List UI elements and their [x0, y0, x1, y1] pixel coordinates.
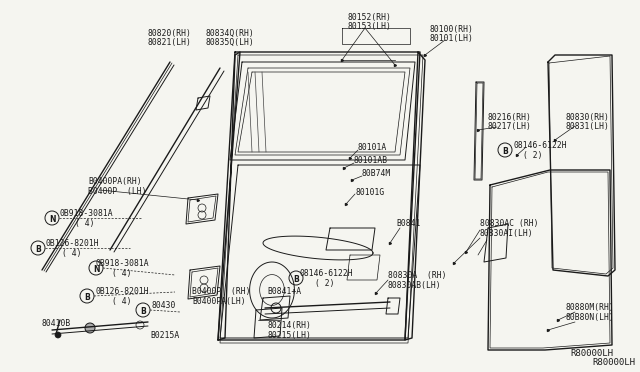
Text: N: N — [49, 215, 55, 224]
Text: B: B — [502, 147, 508, 155]
Text: 80217(LH): 80217(LH) — [487, 122, 531, 131]
Text: 80830AI(LH): 80830AI(LH) — [480, 229, 534, 238]
Text: B: B — [140, 307, 146, 315]
Text: 0B126-8201H: 0B126-8201H — [95, 287, 148, 296]
Text: 80830AC (RH): 80830AC (RH) — [480, 219, 538, 228]
Text: B0400P  (RH): B0400P (RH) — [192, 287, 250, 296]
Text: ( 2): ( 2) — [523, 151, 543, 160]
Text: 80216(RH): 80216(RH) — [487, 113, 531, 122]
Text: 80214(RH): 80214(RH) — [268, 321, 312, 330]
Text: 80831(LH): 80831(LH) — [565, 122, 609, 131]
Text: B0400P  (LH): B0400P (LH) — [88, 187, 147, 196]
Text: 08146-6122H: 08146-6122H — [300, 269, 354, 278]
Text: 80101G: 80101G — [355, 188, 384, 197]
Text: 80830AB(LH): 80830AB(LH) — [388, 281, 442, 290]
Text: ( 4): ( 4) — [75, 219, 95, 228]
Text: 80830(RH): 80830(RH) — [565, 113, 609, 122]
Text: 08146-6122H: 08146-6122H — [514, 141, 568, 150]
Text: 80152(RH): 80152(RH) — [348, 13, 392, 22]
Text: 0B126-8201H: 0B126-8201H — [46, 239, 100, 248]
Text: 80830A  (RH): 80830A (RH) — [388, 271, 447, 280]
Text: ( 4): ( 4) — [112, 297, 131, 306]
Text: ( 4): ( 4) — [62, 249, 81, 258]
Circle shape — [55, 332, 61, 338]
Text: 80101AB: 80101AB — [354, 156, 388, 165]
Text: N: N — [93, 264, 99, 273]
Text: B0841: B0841 — [396, 219, 420, 228]
Text: R80000LH: R80000LH — [592, 358, 635, 367]
Text: 80101A: 80101A — [358, 143, 387, 152]
Text: 80821(LH): 80821(LH) — [148, 38, 192, 47]
Text: 80834Q(RH): 80834Q(RH) — [205, 29, 253, 38]
Text: B0400PA(RH): B0400PA(RH) — [88, 177, 141, 186]
Text: B0400PA(LH): B0400PA(LH) — [192, 297, 246, 306]
Text: 80101(LH): 80101(LH) — [430, 34, 474, 43]
Text: ( 4): ( 4) — [112, 269, 131, 278]
Text: 80B80N(LH): 80B80N(LH) — [565, 313, 614, 322]
Text: B: B — [293, 275, 299, 283]
Text: B0215A: B0215A — [150, 331, 179, 340]
Text: 80835Q(LH): 80835Q(LH) — [205, 38, 253, 47]
Text: 80100(RH): 80100(RH) — [430, 25, 474, 34]
Text: 80410B: 80410B — [42, 319, 71, 328]
Text: 80820(RH): 80820(RH) — [148, 29, 192, 38]
Text: B: B — [35, 244, 41, 253]
Text: B0841+A: B0841+A — [267, 287, 301, 296]
Text: 80153(LH): 80153(LH) — [348, 22, 392, 31]
Text: 80B74M: 80B74M — [362, 169, 391, 178]
Text: 80880M(RH): 80880M(RH) — [565, 303, 614, 312]
Text: 80430: 80430 — [152, 301, 177, 310]
Text: ( 2): ( 2) — [315, 279, 335, 288]
Circle shape — [85, 323, 95, 333]
Text: 80215(LH): 80215(LH) — [268, 331, 312, 340]
Text: 0B918-3081A: 0B918-3081A — [95, 259, 148, 268]
Text: R80000LH: R80000LH — [570, 349, 613, 358]
Text: 0B918-3081A: 0B918-3081A — [60, 209, 114, 218]
Text: B: B — [84, 292, 90, 301]
